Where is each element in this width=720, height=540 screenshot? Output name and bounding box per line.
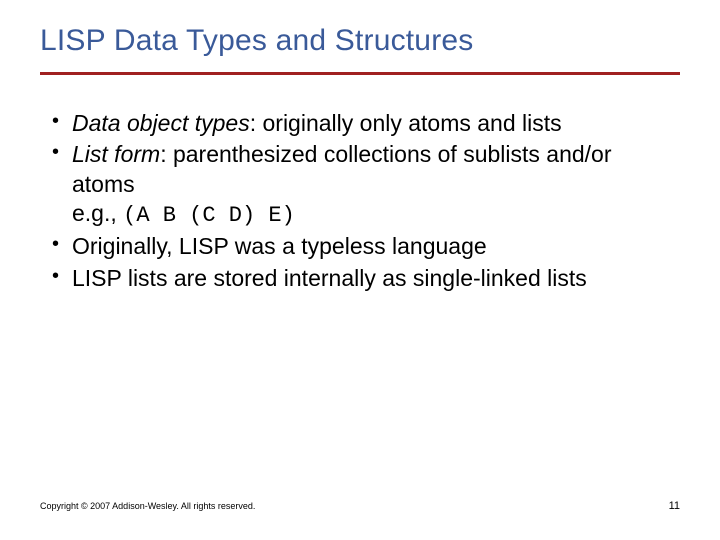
- slide-footer: Copyright © 2007 Addison-Wesley. All rig…: [40, 500, 680, 512]
- slide-title: LISP Data Types and Structures: [40, 24, 680, 58]
- bullet-item: LISP lists are stored internally as sing…: [50, 264, 680, 293]
- slide: LISP Data Types and Structures Data obje…: [0, 0, 720, 540]
- bullet-term: List form: [72, 141, 160, 167]
- copyright-text: Copyright © 2007 Addison-Wesley. All rig…: [40, 501, 255, 511]
- bullet-example-prefix: e.g.,: [72, 200, 123, 226]
- bullet-item: Originally, LISP was a typeless language: [50, 232, 680, 261]
- page-number: 11: [669, 500, 680, 512]
- bullet-text: LISP lists are stored internally as sing…: [72, 265, 587, 291]
- bullet-term: Data object types: [72, 110, 250, 136]
- bullet-example-code: (A B (C D) E): [123, 203, 295, 228]
- title-rule: [40, 72, 680, 75]
- bullet-item: List form: parenthesized collections of …: [50, 140, 680, 230]
- bullet-text: : originally only atoms and lists: [250, 110, 562, 136]
- bullet-text: Originally, LISP was a typeless language: [72, 233, 487, 259]
- bullet-item: Data object types: originally only atoms…: [50, 109, 680, 138]
- bullet-list: Data object types: originally only atoms…: [40, 109, 680, 293]
